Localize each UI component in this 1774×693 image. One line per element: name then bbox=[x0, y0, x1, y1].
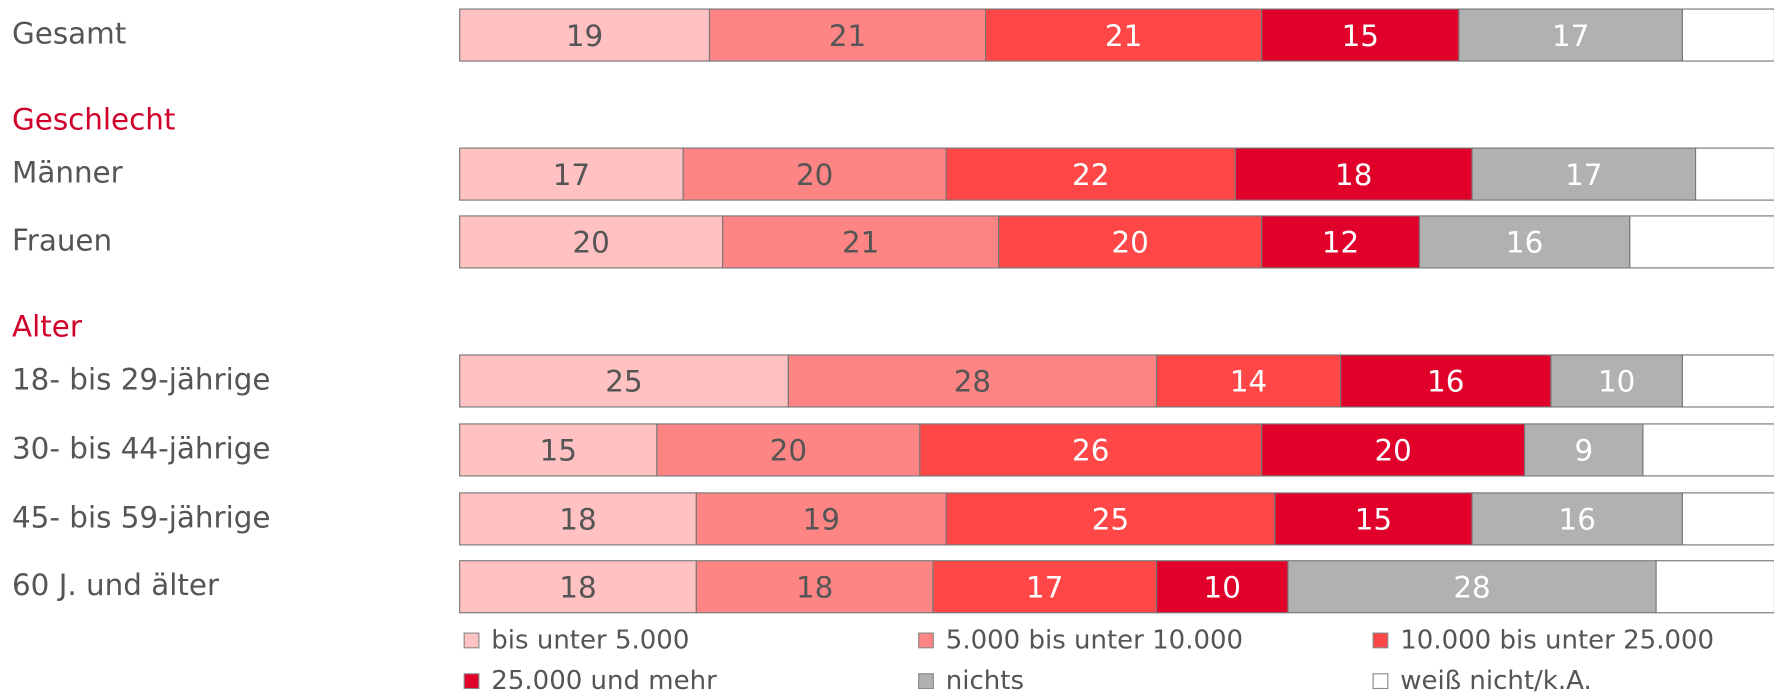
value-label: 18 bbox=[559, 503, 596, 537]
bar-segment bbox=[1681, 492, 1774, 546]
value-label: 16 bbox=[1427, 365, 1464, 399]
legend-label: 25.000 und mehr bbox=[491, 666, 717, 693]
row-label: Frauen bbox=[12, 223, 112, 257]
row-label: 30- bis 44-jährige bbox=[12, 431, 270, 465]
bar-segment bbox=[1694, 147, 1774, 201]
value-label: 20 bbox=[770, 434, 807, 468]
bar-segment bbox=[1524, 423, 1644, 477]
legend-swatch bbox=[463, 673, 480, 690]
bar-segment bbox=[708, 8, 987, 62]
value-label: 18 bbox=[796, 570, 833, 604]
bar-segment bbox=[1458, 8, 1683, 62]
bar-segment bbox=[998, 215, 1263, 269]
value-label: 21 bbox=[829, 19, 866, 53]
bar-segment bbox=[682, 147, 947, 201]
row-label: 18- bis 29-jährige bbox=[12, 362, 270, 396]
bar-segment bbox=[1655, 560, 1774, 614]
value-label: 28 bbox=[954, 365, 991, 399]
bar-segment bbox=[1550, 354, 1683, 408]
bar-segment bbox=[1642, 423, 1774, 477]
legend-label: bis unter 5.000 bbox=[491, 625, 689, 655]
bar-segment bbox=[945, 492, 1276, 546]
value-label: 17 bbox=[553, 158, 590, 192]
value-label: 20 bbox=[572, 226, 609, 260]
bar-segment bbox=[945, 147, 1236, 201]
bar-segment bbox=[459, 560, 697, 614]
value-label: 21 bbox=[1105, 19, 1142, 53]
bar-segment bbox=[1261, 215, 1421, 269]
value-label: 17 bbox=[1565, 158, 1602, 192]
bar-segment bbox=[1261, 8, 1460, 62]
bar-segment bbox=[695, 492, 947, 546]
bar-segment bbox=[1681, 8, 1774, 62]
value-label: 14 bbox=[1230, 365, 1267, 399]
legend-swatch bbox=[1372, 632, 1389, 649]
value-label: 20 bbox=[796, 158, 833, 192]
legend-label: 5.000 bis unter 10.000 bbox=[946, 625, 1243, 655]
legend-label: nichts bbox=[946, 666, 1024, 693]
value-label: 10 bbox=[1598, 365, 1635, 399]
value-label: 26 bbox=[1072, 434, 1109, 468]
value-label: 12 bbox=[1322, 226, 1359, 260]
bar-segment bbox=[459, 423, 658, 477]
bar-segment bbox=[1155, 560, 1289, 614]
bar-segment bbox=[1471, 147, 1697, 201]
bar-segment bbox=[459, 8, 711, 62]
value-label: 18 bbox=[1335, 158, 1372, 192]
value-label: 10 bbox=[1204, 570, 1241, 604]
legend-label: weiß nicht/k.A. bbox=[1400, 666, 1591, 693]
legend-swatch bbox=[918, 673, 934, 690]
bar-segment bbox=[459, 147, 684, 201]
bar-segment bbox=[1155, 354, 1342, 408]
legend-label: 10.000 bis unter 25.000 bbox=[1400, 625, 1714, 655]
bar-segment bbox=[1629, 215, 1774, 269]
value-label: 25 bbox=[1092, 503, 1129, 537]
bar-segment bbox=[1234, 147, 1473, 201]
value-label: 15 bbox=[1355, 503, 1392, 537]
value-label: 15 bbox=[540, 434, 577, 468]
value-label: 18 bbox=[559, 570, 596, 604]
bar-segment bbox=[722, 215, 1000, 269]
bar-segment bbox=[459, 354, 789, 408]
legend-swatch bbox=[463, 632, 480, 649]
value-label: 21 bbox=[842, 226, 879, 260]
row-label: 45- bis 59-jährige bbox=[12, 500, 270, 534]
value-label: 20 bbox=[1374, 434, 1411, 468]
row-label: Gesamt bbox=[12, 17, 126, 51]
value-label: 28 bbox=[1453, 570, 1490, 604]
group-label: Alter bbox=[12, 309, 83, 343]
value-label: 16 bbox=[1559, 503, 1596, 537]
bar-segment bbox=[985, 8, 1263, 62]
group-label: Geschlecht bbox=[12, 102, 175, 136]
value-label: 17 bbox=[1552, 19, 1589, 53]
value-label: 20 bbox=[1112, 226, 1149, 260]
value-label: 19 bbox=[566, 19, 603, 53]
value-label: 19 bbox=[803, 503, 840, 537]
value-label: 16 bbox=[1506, 226, 1543, 260]
value-label: 22 bbox=[1072, 158, 1109, 192]
bar-segment bbox=[919, 423, 1263, 477]
bar-segment bbox=[1287, 560, 1657, 614]
legend-swatch bbox=[918, 632, 934, 649]
bar-segment bbox=[1681, 354, 1774, 408]
bar-segment bbox=[1340, 354, 1552, 408]
value-label: 17 bbox=[1026, 570, 1063, 604]
value-label: 9 bbox=[1574, 434, 1593, 468]
row-label: 60 J. und älter bbox=[12, 568, 220, 602]
value-label: 25 bbox=[605, 365, 642, 399]
bar-segment bbox=[656, 423, 921, 477]
legend-swatch bbox=[1372, 673, 1389, 690]
bar-segment bbox=[787, 354, 1158, 408]
bar-segment bbox=[1274, 492, 1473, 546]
row-label: Männer bbox=[12, 156, 124, 190]
value-label: 15 bbox=[1342, 19, 1379, 53]
